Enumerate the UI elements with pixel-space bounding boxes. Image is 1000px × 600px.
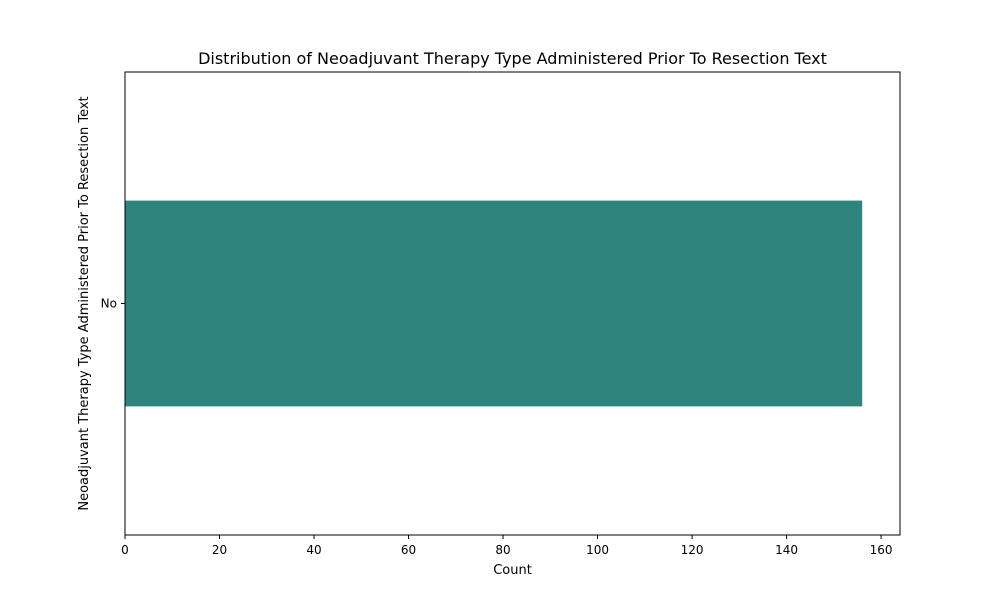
x-tick-label: 100 xyxy=(586,543,609,557)
y-axis-label: Neoadjuvant Therapy Type Administered Pr… xyxy=(77,96,92,510)
bars-group xyxy=(125,200,863,407)
x-tick-label: 40 xyxy=(306,543,321,557)
plot-frame xyxy=(124,71,901,536)
y-tick-label: No xyxy=(101,297,117,311)
x-tick-label: 160 xyxy=(870,543,893,557)
bar-no xyxy=(125,200,863,407)
x-axis-label: Count xyxy=(493,563,532,578)
x-axis-ticks: 0 20 40 60 80 100 120 140 160 xyxy=(121,535,893,557)
x-tick-label: 0 xyxy=(121,543,129,557)
x-tick-label: 80 xyxy=(495,543,510,557)
chart-title: Distribution of Neoadjuvant Therapy Type… xyxy=(198,49,827,68)
y-axis-ticks: No xyxy=(101,297,125,311)
x-tick-label: 60 xyxy=(401,543,416,557)
x-tick-label: 20 xyxy=(212,543,227,557)
x-tick-label: 120 xyxy=(681,543,704,557)
x-tick-label: 140 xyxy=(775,543,798,557)
